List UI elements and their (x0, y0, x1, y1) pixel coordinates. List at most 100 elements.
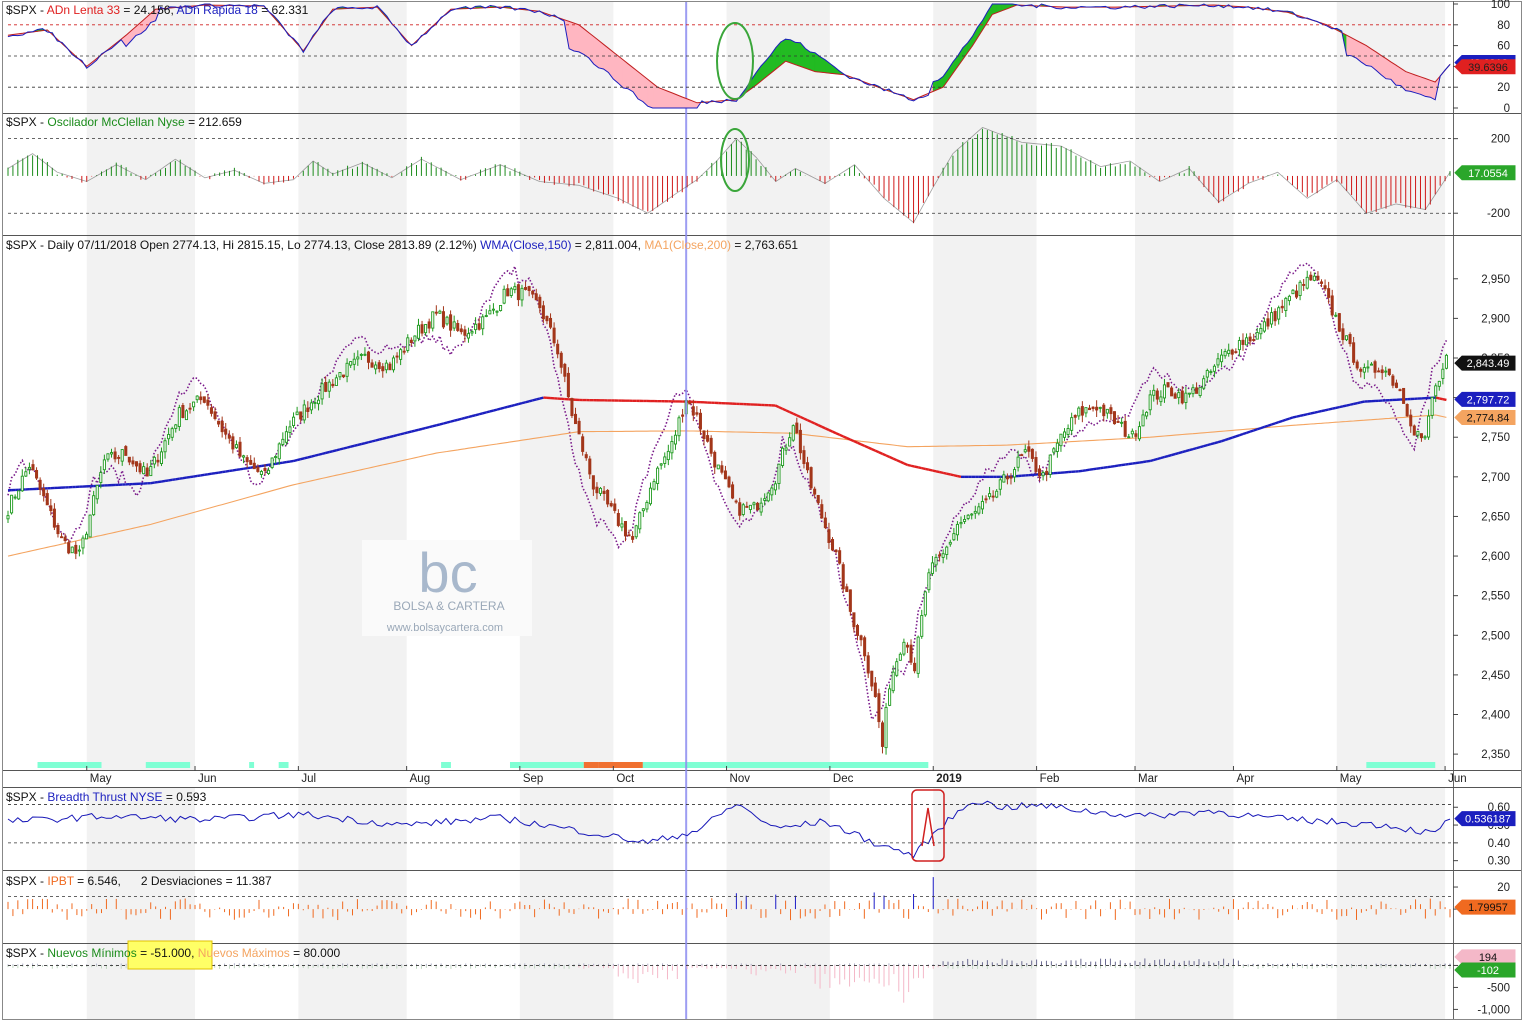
wma-segment (240, 469, 244, 470)
month-band (933, 788, 1036, 1019)
weekday-band (441, 762, 451, 768)
candle-body (624, 521, 626, 535)
adn-tick-label: 20 (1497, 82, 1510, 94)
candle-body (1403, 388, 1405, 403)
candle-body (1024, 450, 1026, 452)
candle-body (717, 465, 719, 469)
wma-segment (190, 477, 194, 478)
candle-body (492, 309, 494, 310)
candle-body (1031, 449, 1033, 458)
candle-body (1360, 369, 1362, 371)
wma-segment (397, 434, 401, 435)
candle-body (125, 447, 127, 456)
wma-segment (1214, 442, 1218, 443)
candle-body (89, 515, 91, 537)
candle-body (1324, 286, 1326, 289)
candle-body (14, 497, 16, 498)
wma-segment (501, 408, 505, 409)
wma-segment (376, 440, 380, 441)
adn-fill (584, 29, 589, 58)
candle-body (557, 344, 559, 354)
month-band (1135, 788, 1233, 1019)
wma-segment (1186, 450, 1190, 451)
candle-body (1163, 385, 1165, 398)
month-label: Jul (301, 773, 316, 785)
candle-body (1028, 447, 1030, 452)
candle-body (1071, 418, 1073, 431)
watermark-name: BOLSA & CARTERA (393, 599, 504, 613)
candle-body (510, 289, 512, 296)
adn-fill (791, 40, 796, 65)
adn-fill (574, 23, 579, 52)
breadth-header: $SPX - Breadth Thrust NYSE = 0.593 (6, 790, 207, 804)
wma-segment (1329, 409, 1333, 410)
adn-fill (672, 93, 677, 108)
candle-body (228, 435, 230, 438)
candle-body (1149, 395, 1151, 410)
candle-body (703, 431, 705, 439)
candle-body (1420, 434, 1422, 438)
candle-body (764, 499, 766, 501)
wma-segment (1361, 402, 1365, 403)
adn-fill (613, 52, 618, 83)
candle-body (271, 458, 273, 467)
candle-body (1021, 455, 1023, 456)
candle-body (1292, 290, 1294, 293)
candle-body (714, 452, 716, 467)
price-tick-label: 2,900 (1481, 313, 1510, 325)
candle-body (1053, 449, 1055, 452)
wma-segment (297, 459, 301, 460)
wma-segment (522, 402, 526, 403)
wma-segment (954, 475, 958, 476)
candle-body (664, 457, 666, 464)
candle-body (314, 403, 316, 404)
candle-body (910, 645, 912, 662)
breadth-tick-label: 0.40 (1488, 838, 1510, 850)
candle-body (1217, 359, 1219, 365)
wma-segment (1289, 417, 1293, 418)
candle-body (760, 503, 762, 512)
wma-segment (386, 437, 390, 438)
candle-body (1260, 328, 1262, 333)
wma-segment (1079, 471, 1083, 472)
candle-body (1378, 371, 1380, 372)
candle-body (225, 429, 227, 434)
adn-fill (1411, 73, 1416, 92)
wma-segment (179, 478, 183, 479)
adn-fill (1420, 77, 1425, 97)
candle-body (521, 288, 523, 300)
candle-body (785, 448, 787, 450)
wma-segment (276, 463, 280, 464)
candle-body (1249, 337, 1251, 341)
wma-segment (497, 409, 501, 410)
candle-body (721, 466, 723, 473)
candle-body (478, 324, 480, 330)
price-tick-label: 2,350 (1481, 749, 1510, 761)
candle-body (846, 587, 848, 592)
wma-segment (1229, 438, 1233, 439)
weekday-band (279, 762, 289, 768)
candle-body (803, 451, 805, 464)
candle-body (1399, 390, 1401, 391)
candle-body (1256, 333, 1258, 340)
candle-body (178, 408, 180, 427)
adn-fill (648, 79, 653, 108)
candle-body (699, 413, 701, 429)
candle-body (1370, 364, 1372, 365)
candle-body (1160, 397, 1162, 402)
wma-segment (1175, 453, 1179, 454)
candle-body (789, 438, 791, 446)
candle-body (1067, 429, 1069, 435)
candle-body (1096, 407, 1098, 410)
price-last-value: 2,797.72 (1455, 392, 1515, 406)
wma-segment (1111, 466, 1115, 467)
month-label: Mar (1138, 773, 1158, 785)
price-tick-label: 2,550 (1481, 591, 1510, 603)
wma-segment (286, 462, 290, 463)
candle-body (728, 477, 730, 487)
candle-body (514, 287, 516, 290)
candle-body (296, 412, 298, 415)
wma-segment (197, 475, 201, 476)
